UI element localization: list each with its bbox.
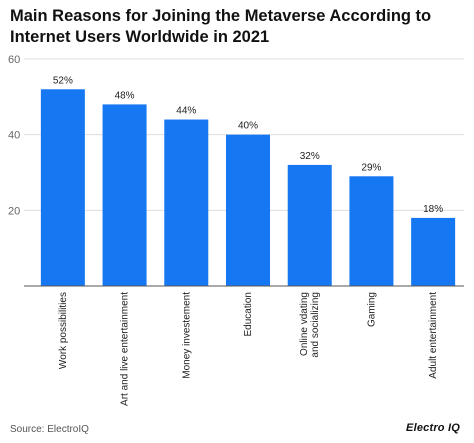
bar bbox=[164, 119, 209, 287]
category-label-line: Education bbox=[243, 292, 254, 336]
category-label-line: Online vdating bbox=[299, 292, 310, 356]
category-label: Money investement bbox=[181, 292, 192, 379]
category-label-line: Gaming bbox=[366, 292, 377, 327]
data-label: 40% bbox=[238, 121, 258, 132]
data-label: 29% bbox=[361, 162, 381, 173]
bar bbox=[411, 217, 456, 286]
data-label: 32% bbox=[300, 151, 320, 162]
category-label: Adult entertainment bbox=[428, 292, 439, 379]
y-axis-ticks: 20 40 60 bbox=[8, 54, 20, 217]
bar bbox=[226, 134, 270, 286]
category-label: Gaming bbox=[366, 292, 377, 327]
bar bbox=[40, 89, 85, 287]
data-label: 18% bbox=[423, 204, 443, 215]
category-label: Work possibilities bbox=[58, 292, 69, 369]
category-label: Art and live entertainment bbox=[120, 292, 131, 406]
y-tick-label: 60 bbox=[8, 54, 20, 66]
category-label-line: Money investement bbox=[181, 292, 192, 379]
category-label-line: Adult entertainment bbox=[428, 292, 439, 379]
data-labels: 52% 48% 44% 40% 32% 29% 18% bbox=[53, 75, 443, 215]
data-label: 52% bbox=[53, 75, 73, 86]
category-label: Education bbox=[243, 292, 254, 336]
bar bbox=[287, 164, 332, 286]
bar bbox=[349, 176, 394, 286]
chart-title: Main Reasons for Joining the Metaverse A… bbox=[10, 7, 432, 46]
data-label: 44% bbox=[176, 106, 196, 117]
category-label-line: and socializing bbox=[310, 292, 321, 358]
category-labels: Work possibilities Art and live entertain… bbox=[58, 292, 439, 406]
category-label: Online vdating and socializing bbox=[299, 292, 321, 358]
category-label-line: Art and live entertainment bbox=[120, 292, 131, 406]
bars bbox=[40, 89, 456, 287]
brand-logo: Electro IQ bbox=[406, 422, 460, 434]
data-label: 48% bbox=[115, 90, 135, 101]
y-tick-label: 20 bbox=[8, 205, 20, 217]
bar bbox=[102, 104, 147, 287]
category-label-line: Work possibilities bbox=[58, 292, 69, 369]
y-tick-label: 40 bbox=[8, 130, 20, 142]
source-note: Source: ElectroIQ bbox=[10, 424, 89, 435]
